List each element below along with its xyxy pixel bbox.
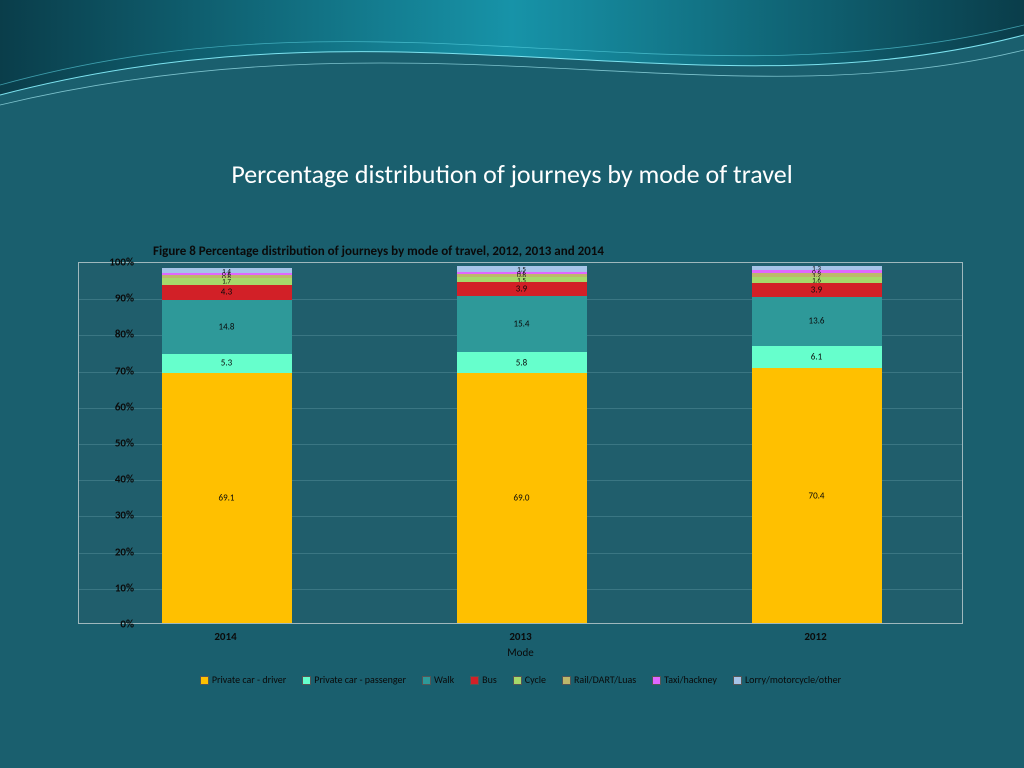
legend-swatch bbox=[562, 676, 571, 685]
x-tick-label: 2014 bbox=[214, 630, 236, 643]
legend-label: Private car - driver bbox=[212, 673, 286, 686]
y-tick-label: 100% bbox=[94, 256, 134, 269]
chart-figure-title: Figure 8 Percentage distribution of jour… bbox=[153, 244, 604, 259]
x-tick-label: 2013 bbox=[509, 630, 531, 643]
legend-item: Taxi/hackney bbox=[652, 673, 717, 686]
y-tick-label: 80% bbox=[94, 328, 134, 341]
y-tick-label: 60% bbox=[94, 400, 134, 413]
legend-item: Walk bbox=[422, 673, 454, 686]
segment-private-car-driver: 69.0 bbox=[457, 373, 587, 623]
y-tick-label: 0% bbox=[94, 618, 134, 631]
y-tick-label: 20% bbox=[94, 545, 134, 558]
segment-value-label: 69.1 bbox=[162, 493, 292, 502]
y-tick-label: 50% bbox=[94, 437, 134, 450]
segment-bus: 3.9 bbox=[457, 282, 587, 296]
legend-label: Taxi/hackney bbox=[664, 673, 717, 686]
y-tick-label: 70% bbox=[94, 364, 134, 377]
segment-private-car-driver: 69.1 bbox=[162, 373, 292, 623]
legend-label: Bus bbox=[482, 673, 497, 686]
legend-item: Private car - driver bbox=[200, 673, 286, 686]
legend-swatch bbox=[652, 676, 661, 685]
segment-bus: 3.9 bbox=[752, 283, 882, 297]
segment-value-label: 6.1 bbox=[752, 353, 882, 362]
x-tick-label: 2012 bbox=[804, 630, 826, 643]
segment-value-label: 13.6 bbox=[752, 317, 882, 326]
legend-label: Lorry/motorcycle/other bbox=[745, 673, 841, 686]
legend-swatch bbox=[200, 676, 209, 685]
legend-label: Walk bbox=[434, 673, 454, 686]
segment-value-label: 5.3 bbox=[162, 359, 292, 368]
wave-decoration bbox=[0, 0, 1024, 140]
bar-2012: 1.30.61.21.63.913.66.170.4 bbox=[752, 266, 882, 623]
segment-value-label: 3.9 bbox=[457, 285, 587, 294]
segment-value-label: 14.8 bbox=[162, 322, 292, 331]
legend-swatch bbox=[302, 676, 311, 685]
legend-swatch bbox=[470, 676, 479, 685]
bar-2014: 1.40.60.81.74.314.85.369.1 bbox=[162, 268, 292, 623]
legend-item: Rail/DART/Luas bbox=[562, 673, 636, 686]
segment-value-label: 15.4 bbox=[457, 320, 587, 329]
legend-label: Cycle bbox=[525, 673, 546, 686]
legend-swatch bbox=[513, 676, 522, 685]
x-axis-title: Mode bbox=[78, 646, 963, 659]
legend-label: Rail/DART/Luas bbox=[574, 673, 636, 686]
segment-value-label: 5.8 bbox=[457, 358, 587, 367]
segment-value-label: 70.4 bbox=[752, 491, 882, 500]
segment-private-car-passenger: 5.3 bbox=[162, 354, 292, 373]
segment-private-car-passenger: 6.1 bbox=[752, 346, 882, 368]
legend-item: Cycle bbox=[513, 673, 546, 686]
legend-item: Bus bbox=[470, 673, 497, 686]
y-tick-label: 90% bbox=[94, 292, 134, 305]
segment-bus: 4.3 bbox=[162, 285, 292, 301]
y-tick-label: 40% bbox=[94, 473, 134, 486]
y-tick-label: 10% bbox=[94, 581, 134, 594]
segment-private-car-driver: 70.4 bbox=[752, 368, 882, 623]
chart-legend: Private car - driver Private car - passen… bbox=[78, 673, 963, 686]
y-tick-label: 30% bbox=[94, 509, 134, 522]
legend-swatch bbox=[422, 676, 431, 685]
slide-title: Percentage distribution of journeys by m… bbox=[0, 158, 1024, 190]
segment-value-label: 4.3 bbox=[162, 288, 292, 297]
segment-value-label: 69.0 bbox=[457, 494, 587, 503]
segment-walk: 14.8 bbox=[162, 300, 292, 354]
segment-value-label: 3.9 bbox=[752, 285, 882, 294]
chart-plot-area: 1.40.60.81.74.314.85.369.11.50.60.81.53.… bbox=[78, 262, 963, 624]
legend-swatch bbox=[733, 676, 742, 685]
segment-walk: 15.4 bbox=[457, 296, 587, 352]
legend-item: Private car - passenger bbox=[302, 673, 406, 686]
segment-private-car-passenger: 5.8 bbox=[457, 352, 587, 373]
legend-label: Private car - passenger bbox=[314, 673, 406, 686]
legend-item: Lorry/motorcycle/other bbox=[733, 673, 841, 686]
segment-walk: 13.6 bbox=[752, 297, 882, 346]
bar-2013: 1.50.60.81.53.915.45.869.0 bbox=[457, 266, 587, 623]
